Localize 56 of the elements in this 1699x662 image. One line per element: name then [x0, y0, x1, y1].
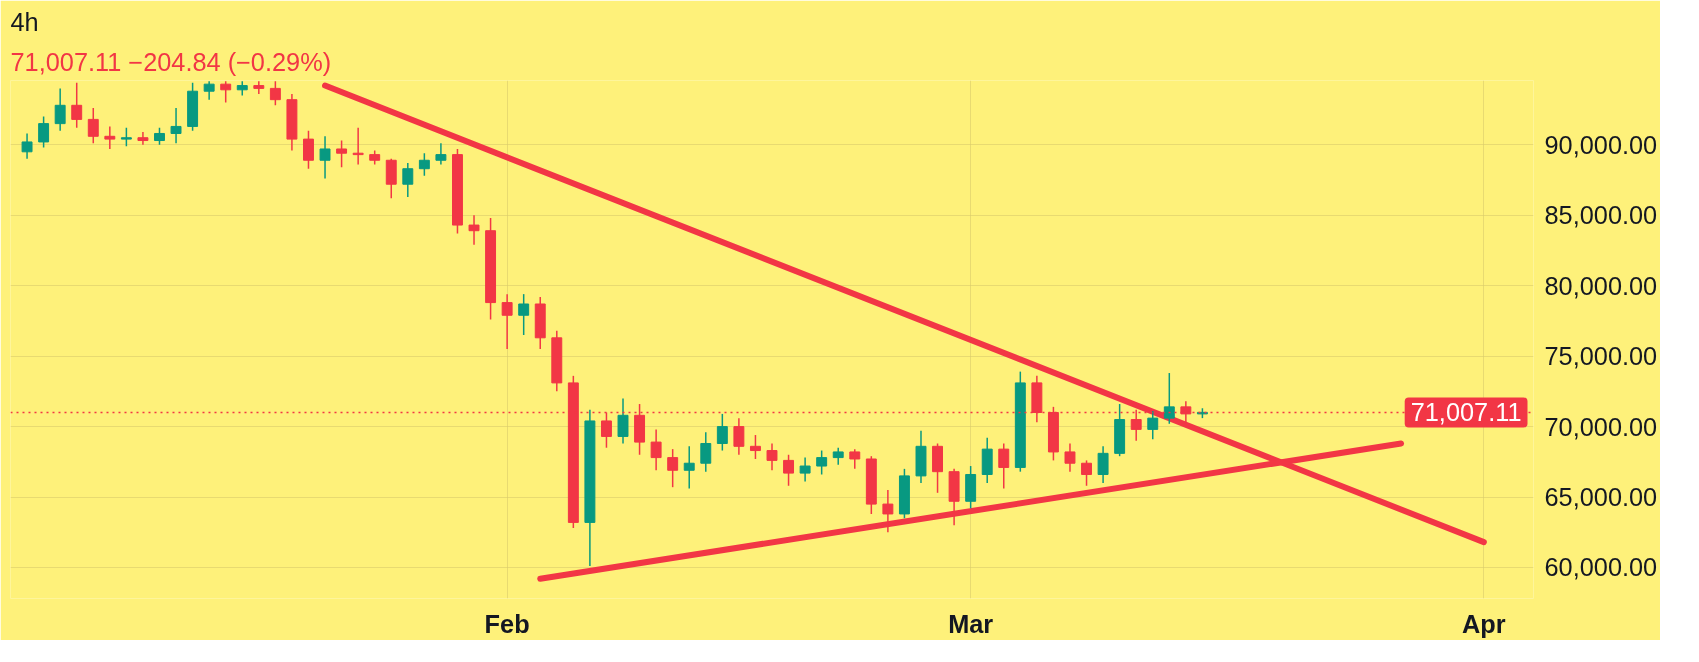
candlestick — [617, 397, 629, 445]
candlestick — [766, 442, 778, 472]
candlestick — [650, 428, 662, 472]
candlestick — [683, 445, 695, 490]
x-tick-label: Mar — [948, 609, 994, 638]
candlestick — [799, 456, 811, 483]
candlestick — [849, 448, 861, 470]
candlestick — [998, 442, 1010, 490]
candlestick — [253, 80, 265, 95]
candlestick — [749, 434, 761, 460]
candlestick — [1064, 442, 1076, 473]
candlestick — [71, 82, 83, 129]
ref-line-label: 71,007.11 — [1410, 398, 1522, 427]
y-tick-label: 65,000.00 — [1544, 483, 1658, 512]
candlestick — [319, 135, 331, 180]
candlestick — [203, 80, 215, 101]
candlestick — [882, 489, 894, 534]
y-tick-label: 75,000.00 — [1544, 342, 1658, 371]
candlestick — [137, 131, 149, 146]
candlestick — [418, 152, 430, 177]
x-tick-label: Feb — [484, 609, 530, 638]
candlestick — [120, 127, 132, 147]
candlestick — [87, 107, 99, 145]
y-tick-label: 90,000.00 — [1544, 130, 1658, 159]
candlestick — [38, 115, 50, 149]
chart-title: 4h — [10, 7, 39, 36]
candlestick — [402, 162, 414, 198]
candlestick — [700, 431, 712, 473]
y-tick-label: 60,000.00 — [1544, 553, 1658, 582]
chart-subtitle: 71,007.11 −204.84 (−0.29%) — [10, 47, 332, 76]
candlestick — [21, 132, 33, 160]
candlestick — [170, 107, 182, 145]
candlestick — [733, 417, 745, 456]
y-tick-label: 70,000.00 — [1544, 412, 1658, 441]
candlestick — [783, 454, 795, 487]
candlestick — [435, 142, 447, 166]
candlestick — [1081, 459, 1092, 487]
candlestick — [667, 448, 679, 488]
x-tick-label: Apr — [1462, 609, 1506, 638]
candlestick — [385, 158, 397, 200]
candlestick — [501, 293, 513, 350]
candlestick — [220, 80, 232, 104]
y-tick-label: 80,000.00 — [1544, 271, 1658, 300]
candlestick — [54, 87, 66, 132]
candlestick — [303, 129, 314, 170]
y-tick-label: 85,000.00 — [1544, 201, 1658, 230]
candlestick — [1097, 445, 1109, 484]
candlestick — [1163, 372, 1175, 425]
candlestick — [269, 80, 281, 107]
candlestick — [716, 413, 728, 452]
candlestick — [816, 449, 828, 476]
candlestick — [104, 125, 116, 150]
candlestick — [518, 293, 530, 336]
candlestick — [336, 139, 348, 169]
candlestick — [1147, 410, 1159, 441]
candlestick — [468, 214, 480, 246]
